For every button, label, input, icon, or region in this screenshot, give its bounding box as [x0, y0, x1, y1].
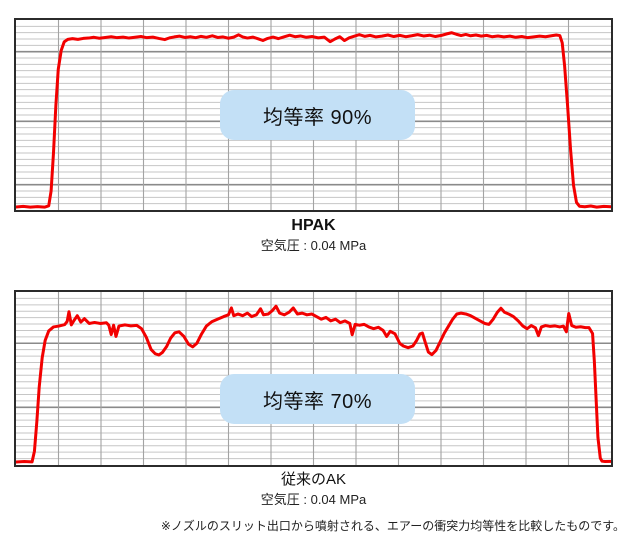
- hpak-uniformity-badge: 均等率 90%: [220, 90, 415, 140]
- hpak-chart: 均等率 90%: [14, 18, 613, 212]
- ak-uniformity-badge-label: 均等率 70%: [262, 390, 373, 413]
- conventional-ak-chart: 均等率 70%: [14, 290, 613, 467]
- ak-title: 従来のAK: [280, 471, 346, 488]
- footnote: ※ノズルのスリット出口から噴射される、エアーの衝突力均等性を比較したものです。: [160, 519, 625, 533]
- hpak-title: HPAK: [291, 217, 336, 234]
- ak-uniformity-badge: 均等率 70%: [220, 374, 415, 424]
- hpak-caption: HPAK 空気圧 : 0.04 MPa: [14, 216, 613, 254]
- hpak-uniformity-badge-label: 均等率 90%: [262, 106, 373, 129]
- ak-pressure-label: 空気圧 : 0.04 MPa: [260, 491, 367, 507]
- ak-caption: 従来のAK 空気圧 : 0.04 MPa: [14, 471, 613, 508]
- hpak-pressure-label: 空気圧 : 0.04 MPa: [260, 238, 367, 253]
